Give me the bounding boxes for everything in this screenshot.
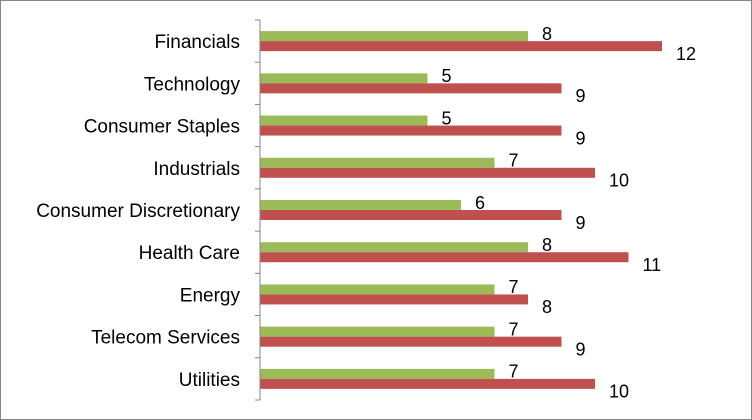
data-label: 10 bbox=[609, 171, 629, 191]
data-label: 11 bbox=[643, 255, 662, 275]
bar-green bbox=[260, 200, 461, 210]
bar-green bbox=[260, 368, 495, 379]
data-label: 12 bbox=[676, 44, 696, 64]
data-label: 9 bbox=[576, 339, 586, 359]
bar-green bbox=[260, 157, 495, 168]
category-label: Technology bbox=[144, 74, 241, 95]
data-label: 5 bbox=[442, 108, 452, 128]
data-label: 10 bbox=[609, 382, 629, 402]
category-label: Health Care bbox=[139, 243, 240, 264]
category-label: Telecom Services bbox=[91, 328, 240, 349]
labels-layer: Financials 8 12 Technology 5 9 Consumer Staple… bbox=[36, 24, 696, 402]
category-label: Consumer Discretionary bbox=[36, 201, 240, 222]
bar-red bbox=[260, 83, 562, 94]
data-label: 8 bbox=[542, 297, 552, 317]
bar-red bbox=[260, 294, 528, 305]
bar-red bbox=[260, 378, 595, 389]
category-label: Consumer Staples bbox=[84, 117, 240, 138]
category-label: Industrials bbox=[153, 159, 240, 180]
data-label: 8 bbox=[542, 24, 552, 44]
bar-red bbox=[260, 167, 595, 178]
bar-green bbox=[260, 242, 528, 253]
bar-red bbox=[260, 41, 662, 52]
data-label: 7 bbox=[509, 151, 519, 171]
data-label: 9 bbox=[576, 86, 586, 106]
bar-green bbox=[260, 115, 428, 126]
category-label: Financials bbox=[154, 32, 240, 53]
data-label: 6 bbox=[475, 193, 485, 213]
axis-layer bbox=[255, 19, 261, 401]
bar-red bbox=[260, 252, 629, 263]
bar-red bbox=[260, 336, 562, 347]
bars-layer bbox=[260, 31, 662, 389]
bar-green bbox=[260, 284, 495, 295]
data-label: 5 bbox=[442, 66, 452, 86]
category-label: Utilities bbox=[179, 370, 240, 391]
category-label: Energy bbox=[180, 285, 241, 306]
bar-green bbox=[260, 326, 495, 337]
bar-green bbox=[260, 31, 528, 42]
bar-green bbox=[260, 73, 428, 84]
data-label: 8 bbox=[542, 235, 552, 255]
data-label: 7 bbox=[509, 362, 519, 382]
data-label: 7 bbox=[509, 319, 519, 339]
bar-red bbox=[260, 125, 562, 136]
bar-red bbox=[260, 210, 562, 220]
data-label: 9 bbox=[576, 213, 586, 233]
data-label: 7 bbox=[509, 277, 519, 297]
data-label: 9 bbox=[576, 128, 586, 148]
